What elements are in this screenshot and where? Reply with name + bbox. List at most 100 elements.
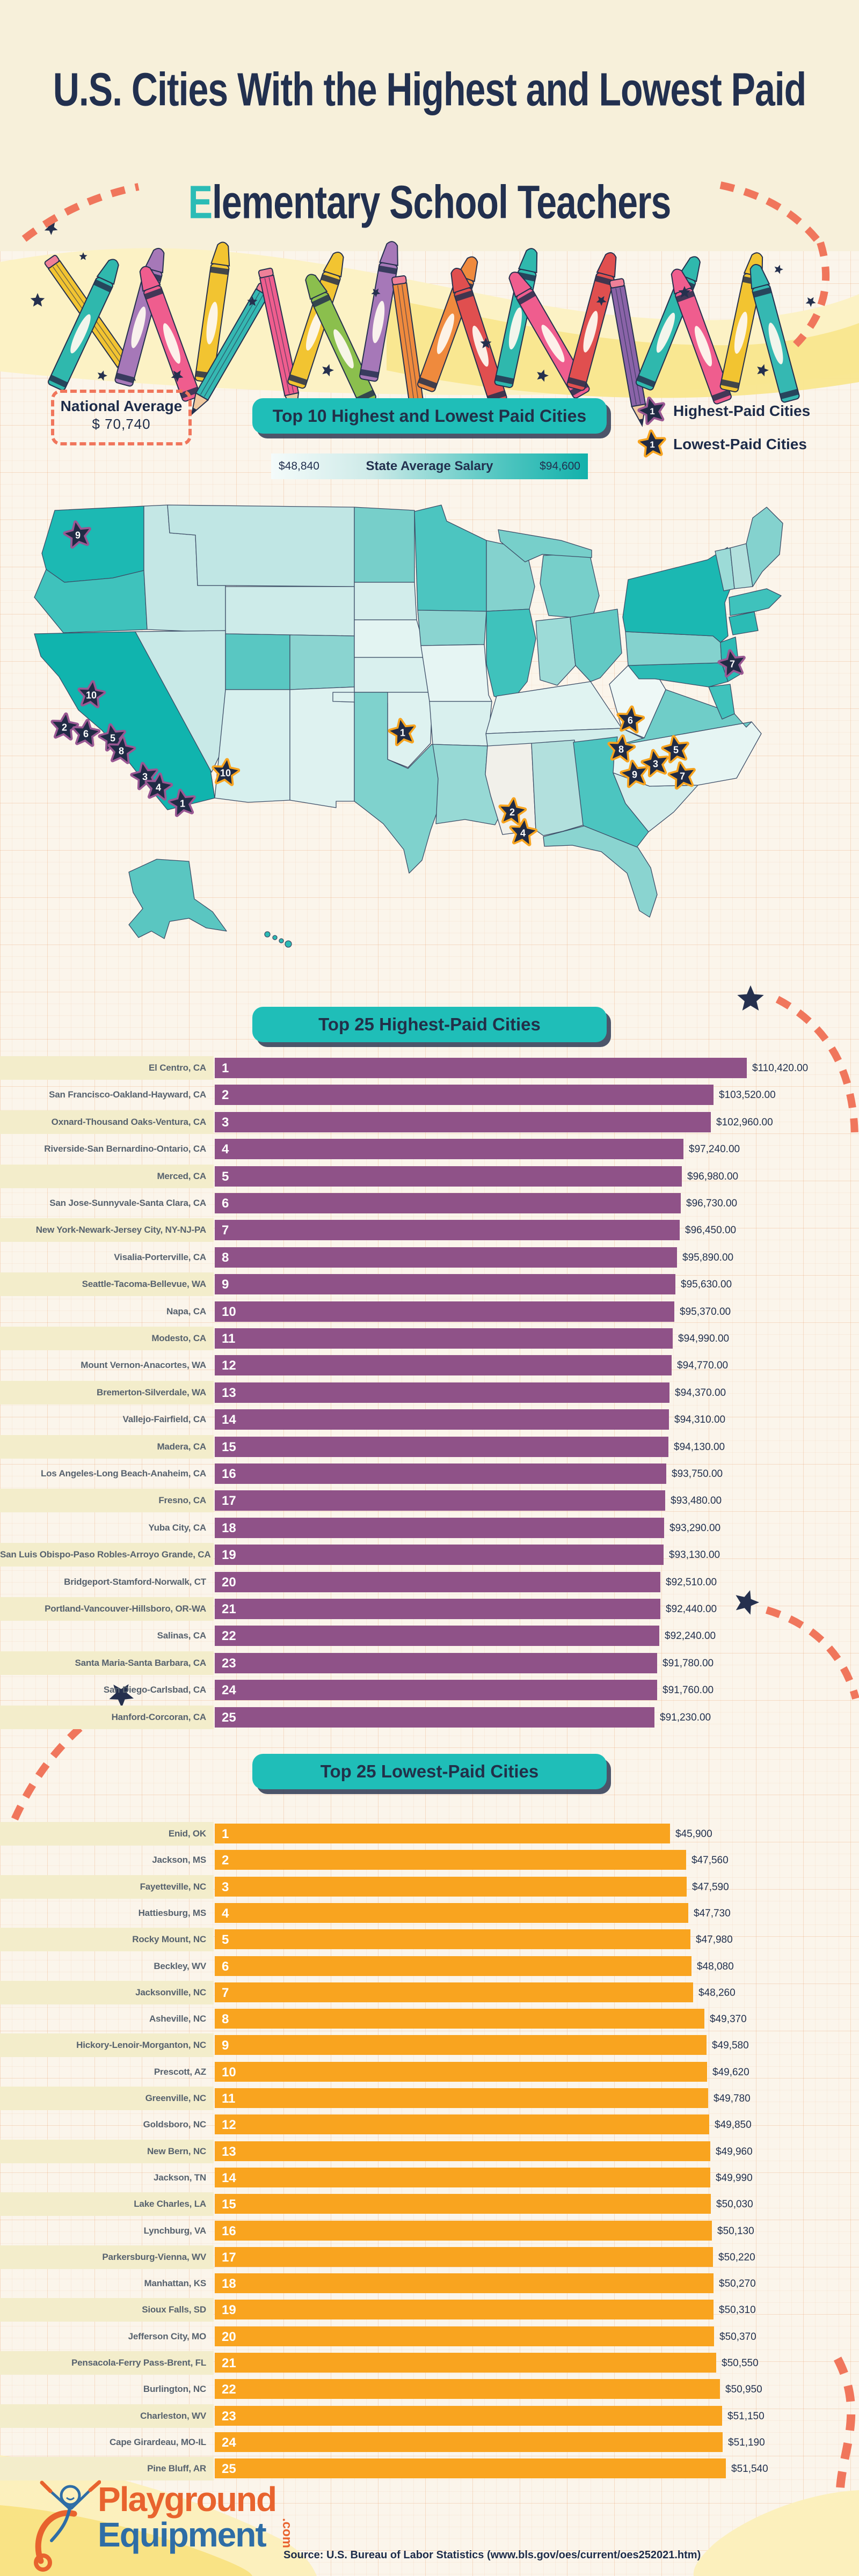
page-title-line2: Elementary School Teachers	[0, 175, 859, 229]
bar-row: Asheville, NC 8 $49,370	[0, 2009, 859, 2029]
salary-value: $93,130.00	[669, 1549, 720, 1561]
salary-value: $49,780	[714, 2093, 751, 2104]
city-label: Manhattan, KS	[144, 2278, 207, 2289]
svg-text:2: 2	[62, 722, 67, 733]
rank-number: 13	[222, 1385, 236, 1400]
row-highlight-band	[0, 1272, 214, 1297]
svg-text:1: 1	[650, 440, 654, 450]
highest-chart-title: Top 25 Highest-Paid Cities	[318, 1014, 541, 1034]
rank-number: 18	[222, 2277, 236, 2292]
rank-number: 17	[222, 1494, 236, 1509]
city-label: El Centro, CA	[149, 1063, 206, 1073]
rank-number: 20	[222, 2329, 236, 2344]
bar-row: Portland-Vancouver-Hillsboro, OR-WA 21 $92…	[0, 1597, 859, 1621]
value-bar	[215, 1929, 690, 1950]
salary-value: $102,960.00	[716, 1116, 773, 1128]
rank-number: 17	[222, 2250, 236, 2265]
bar-row: Seattle-Tacoma-Bellevue, WA 9 $95,630.00	[0, 1272, 859, 1297]
bar-row: Cape Girardeau, MO-IL 24 $51,190	[0, 2432, 859, 2452]
orange-star-marker: 9	[620, 759, 648, 788]
salary-value: $91,760.00	[663, 1685, 714, 1696]
city-label: Jefferson City, MO	[128, 2331, 207, 2341]
row-highlight-band	[0, 1164, 214, 1188]
rank-number: 9	[222, 1277, 229, 1292]
row-highlight-band	[0, 1705, 214, 1729]
value-bar	[215, 1490, 665, 1511]
svg-text:4: 4	[520, 828, 526, 839]
city-label: Greenville, NC	[145, 2093, 207, 2103]
rank-number: 7	[222, 1985, 229, 2000]
rank-number: 12	[222, 1358, 236, 1373]
city-label: Napa, CA	[166, 1306, 206, 1316]
lowest-paid-bar-chart: Enid, OK 1 $45,900 Jackson, MS 2 $47,560 Fayet…	[0, 1822, 859, 2481]
salary-value: $96,730.00	[686, 1198, 738, 1209]
bar-row: San Luis Obispo-Paso Robles-Arroyo Grand…	[0, 1543, 859, 1567]
value-bar	[215, 1876, 687, 1897]
rank-number: 16	[222, 1467, 236, 1481]
row-highlight-band	[0, 2192, 214, 2216]
rank-number: 15	[222, 2197, 236, 2212]
salary-value: $49,370	[710, 2014, 747, 2025]
national-average-value: $ 70,740	[92, 416, 151, 432]
city-label: New Bern, NC	[147, 2146, 206, 2156]
value-bar	[215, 2246, 713, 2267]
city-label: Jackson, MS	[152, 1855, 206, 1865]
orange-star-marker: 5	[661, 735, 689, 764]
value-bar	[215, 2194, 711, 2214]
value-bar	[215, 1982, 693, 2002]
orange-star-marker: 1	[388, 718, 416, 747]
salary-value: $91,230.00	[660, 1711, 711, 1723]
rank-number: 20	[222, 1575, 236, 1590]
bar-row: Merced, CA 5 $96,980.00	[0, 1164, 859, 1188]
salary-value: $103,520.00	[719, 1089, 776, 1101]
city-label: Portland-Vancouver-Hillsboro, OR-WA	[45, 1604, 206, 1614]
bar-row: Hattiesburg, MS 4 $47,730	[0, 1902, 859, 1923]
rank-number: 21	[222, 1602, 236, 1616]
bar-row: San Diego-Carlsbad, CA 24 $91,760.00	[0, 1680, 859, 1701]
city-label: New York-Newark-Jersey City, NY-NJ-PA	[35, 1225, 207, 1235]
value-bar	[215, 1382, 669, 1403]
source-citation: Source: U.S. Bureau of Labor Statistics …	[283, 2549, 701, 2561]
row-highlight-band	[0, 2298, 214, 2322]
value-bar	[215, 1824, 670, 1843]
city-label: Lynchburg, VA	[143, 2225, 207, 2236]
city-label: Merced, CA	[157, 1170, 206, 1181]
salary-value: $94,990.00	[678, 1333, 730, 1344]
top10-header-text: Top 10 Highest and Lowest Paid Cities	[272, 406, 587, 426]
city-label: Riverside-San Bernardino-Ontario, CA	[44, 1144, 206, 1154]
city-label: Hanford-Corcoran, CA	[111, 1711, 207, 1722]
bar-row: San Francisco-Oakland-Hayward, CA 2 $103,5…	[0, 1085, 859, 1106]
rank-number: 7	[222, 1223, 229, 1238]
bar-row: Goldsboro, NC 12 $49,850	[0, 2114, 859, 2135]
row-highlight-band	[0, 2245, 214, 2269]
salary-value: $92,240.00	[665, 1630, 716, 1642]
salary-value: $91,780.00	[663, 1657, 714, 1669]
rank-number: 22	[222, 1629, 236, 1644]
value-bar	[215, 1707, 654, 1728]
title-highlight-letter: E	[188, 176, 213, 229]
bar-row: Fresno, CA 17 $93,480.00	[0, 1489, 859, 1513]
value-bar	[215, 1902, 688, 1923]
orange-star-marker: 10	[212, 758, 241, 786]
bar-row: Hanford-Corcoran, CA 25 $91,230.00	[0, 1705, 859, 1729]
salary-value: $95,630.00	[681, 1279, 732, 1291]
svg-text:5: 5	[110, 733, 115, 744]
city-label: Jackson, TN	[154, 2172, 206, 2183]
salary-value: $51,540	[731, 2463, 768, 2475]
bar-row: Lynchburg, VA 16 $50,130	[0, 2220, 859, 2241]
bar-row: Rocky Mount, NC 5 $47,980	[0, 1928, 859, 1952]
value-bar	[215, 2273, 714, 2294]
city-label: Jacksonville, NC	[135, 1987, 206, 1997]
value-bar	[215, 2088, 708, 2108]
salary-value: $49,990	[716, 2172, 753, 2184]
orange-star-icon: 1	[637, 429, 666, 458]
top10-section-header: Top 10 Highest and Lowest Paid Cities	[252, 398, 607, 434]
purple-star-marker: 7	[717, 649, 746, 678]
salary-value: $94,770.00	[677, 1360, 729, 1372]
salary-value: $48,260	[698, 1987, 736, 1999]
bar-row: Hickory-Lenoir-Morganton, NC 9 $49,580	[0, 2033, 859, 2058]
purple-star-marker: 6	[72, 719, 101, 747]
salary-value: $49,850	[715, 2119, 752, 2131]
svg-text:1: 1	[650, 406, 654, 416]
